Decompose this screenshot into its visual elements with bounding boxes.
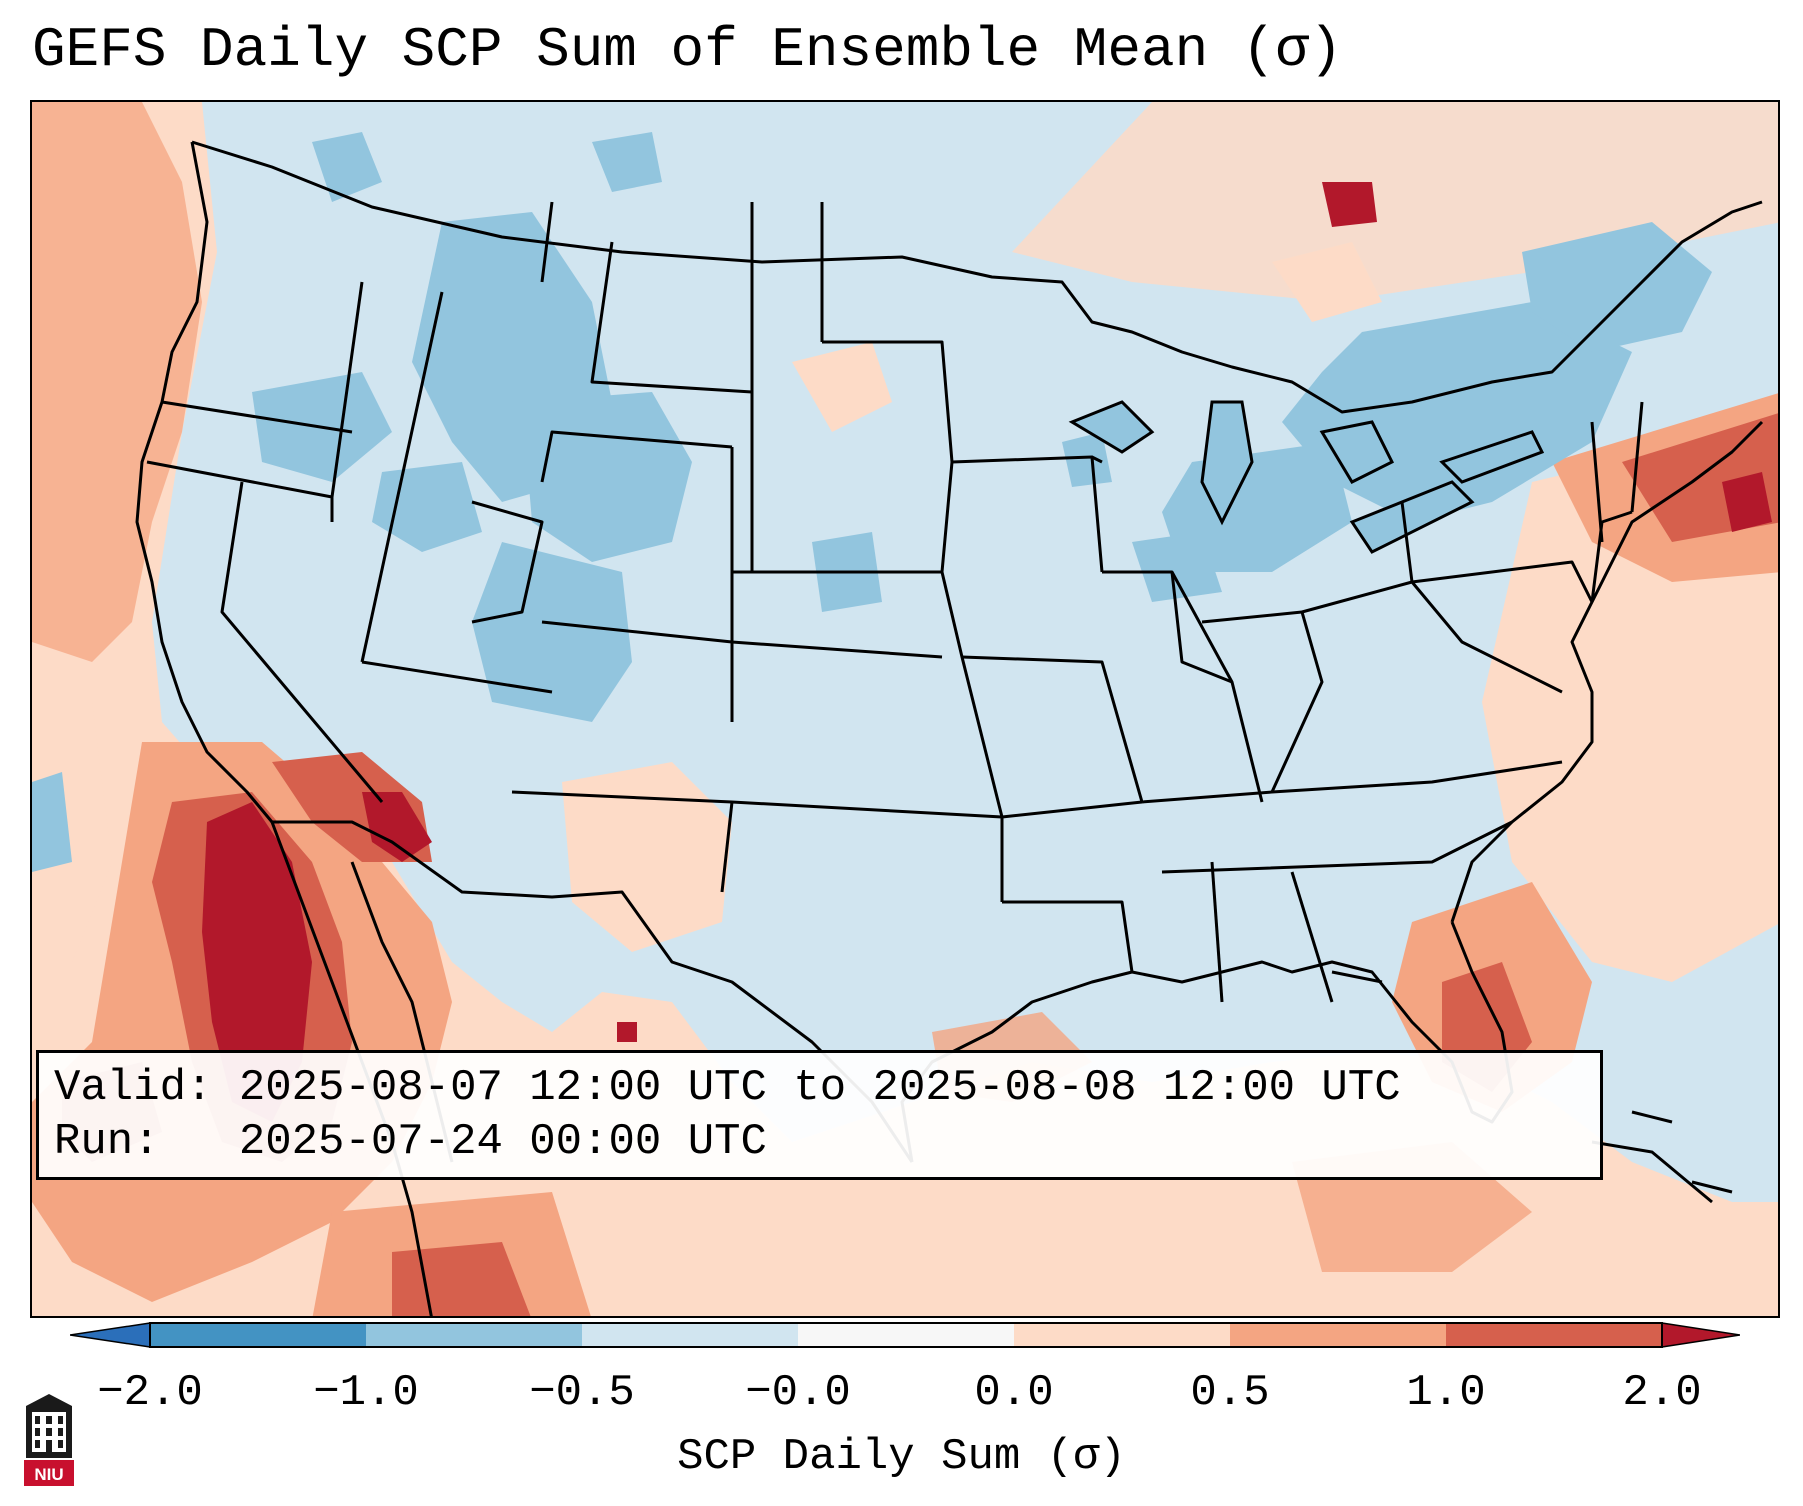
logo-text: NIU bbox=[34, 1465, 63, 1484]
colorbar-tick-label: 0.5 bbox=[1190, 1368, 1270, 1418]
colorbar-tick-label: 0.0 bbox=[974, 1368, 1054, 1418]
colorbar-tick-label: −2.0 bbox=[97, 1368, 203, 1418]
colorbar-label: SCP Daily Sum (σ) bbox=[677, 1432, 1126, 1482]
atlantic-coast bbox=[1450, 420, 1764, 923]
colorbar-extend-low bbox=[69, 1322, 151, 1348]
colorbar bbox=[69, 1320, 1741, 1355]
colorbar-tick-label: −1.0 bbox=[313, 1368, 419, 1418]
pacific-coast bbox=[135, 141, 274, 823]
colorbar-bin-5 bbox=[1014, 1323, 1230, 1347]
colorbar-tick-label: −0.5 bbox=[529, 1368, 635, 1418]
colorbar-bin-1 bbox=[150, 1323, 366, 1347]
colorbar-bin-6 bbox=[1230, 1323, 1446, 1347]
colorbar-bin-7 bbox=[1446, 1323, 1662, 1347]
caribbean-islands bbox=[1591, 1110, 1733, 1204]
niu-building-icon: NIU bbox=[20, 1392, 78, 1493]
colorbar-tick-label: 2.0 bbox=[1622, 1368, 1702, 1418]
colorbar-extend-high bbox=[1661, 1322, 1741, 1348]
great-lakes bbox=[1068, 400, 1545, 554]
colorbar-bin-2 bbox=[366, 1323, 582, 1347]
validity-info-box: Valid: 2025-08-07 12:00 UTC to 2025-08-0… bbox=[36, 1050, 1603, 1180]
colorbar-tick-label: −0.0 bbox=[745, 1368, 851, 1418]
us-canada-border bbox=[191, 140, 1763, 414]
colorbar-bin-4 bbox=[798, 1323, 1014, 1347]
colorbar-bin-3 bbox=[582, 1323, 798, 1347]
chart-title: GEFS Daily SCP Sum of Ensemble Mean (σ) bbox=[32, 18, 1343, 82]
anomaly-very-strong-positive bbox=[202, 182, 1772, 1122]
anomaly-medium-negative bbox=[32, 132, 1712, 872]
colorbar-tick-label: 1.0 bbox=[1406, 1368, 1486, 1418]
valid-time-text: Valid: 2025-08-07 12:00 UTC to 2025-08-0… bbox=[54, 1063, 1401, 1113]
run-time-text: Run: 2025-07-24 00:00 UTC bbox=[54, 1117, 767, 1167]
